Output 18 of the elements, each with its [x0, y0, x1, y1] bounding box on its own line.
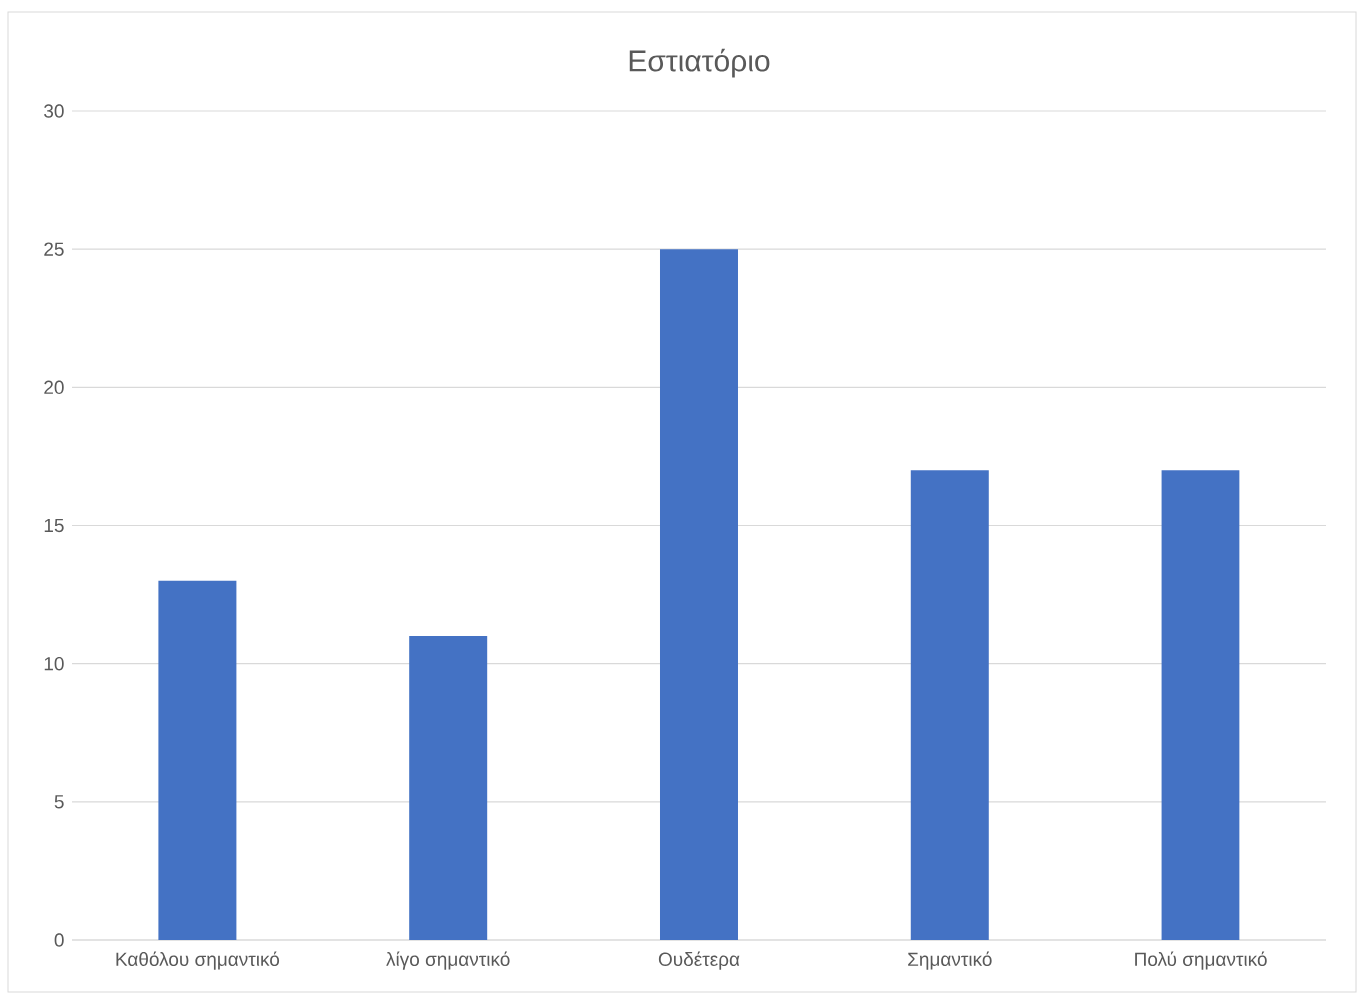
y-tick-label: 25 [44, 242, 64, 256]
x-tick-label: Ουδέτερα [658, 951, 740, 970]
y-tick-label: 0 [54, 933, 64, 947]
bar [910, 470, 989, 940]
chart-title: Εστιατόριο [629, 48, 770, 78]
y-tick-label: 20 [44, 380, 64, 395]
y-tick-label: 30 [44, 104, 64, 118]
bar [659, 249, 738, 940]
y-tick-label: 10 [44, 656, 64, 671]
bar [1161, 470, 1240, 940]
bar [409, 636, 488, 940]
x-tick-label: Καθόλου σημαντικό [116, 951, 280, 970]
bar [158, 580, 237, 940]
x-tick-label: Σημαντικό [908, 951, 992, 970]
y-tick-label: 15 [44, 518, 64, 533]
y-tick-label: 5 [54, 795, 64, 809]
x-tick-label: Πολύ σημαντικό [1135, 951, 1267, 970]
x-tick-label: λίγο σημαντικό [386, 951, 510, 970]
